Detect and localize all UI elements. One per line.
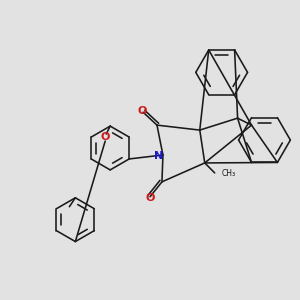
Text: O: O	[100, 132, 110, 142]
Text: O: O	[137, 106, 147, 116]
Text: CH₃: CH₃	[222, 169, 236, 178]
Text: N: N	[154, 151, 164, 161]
Text: O: O	[145, 193, 155, 203]
